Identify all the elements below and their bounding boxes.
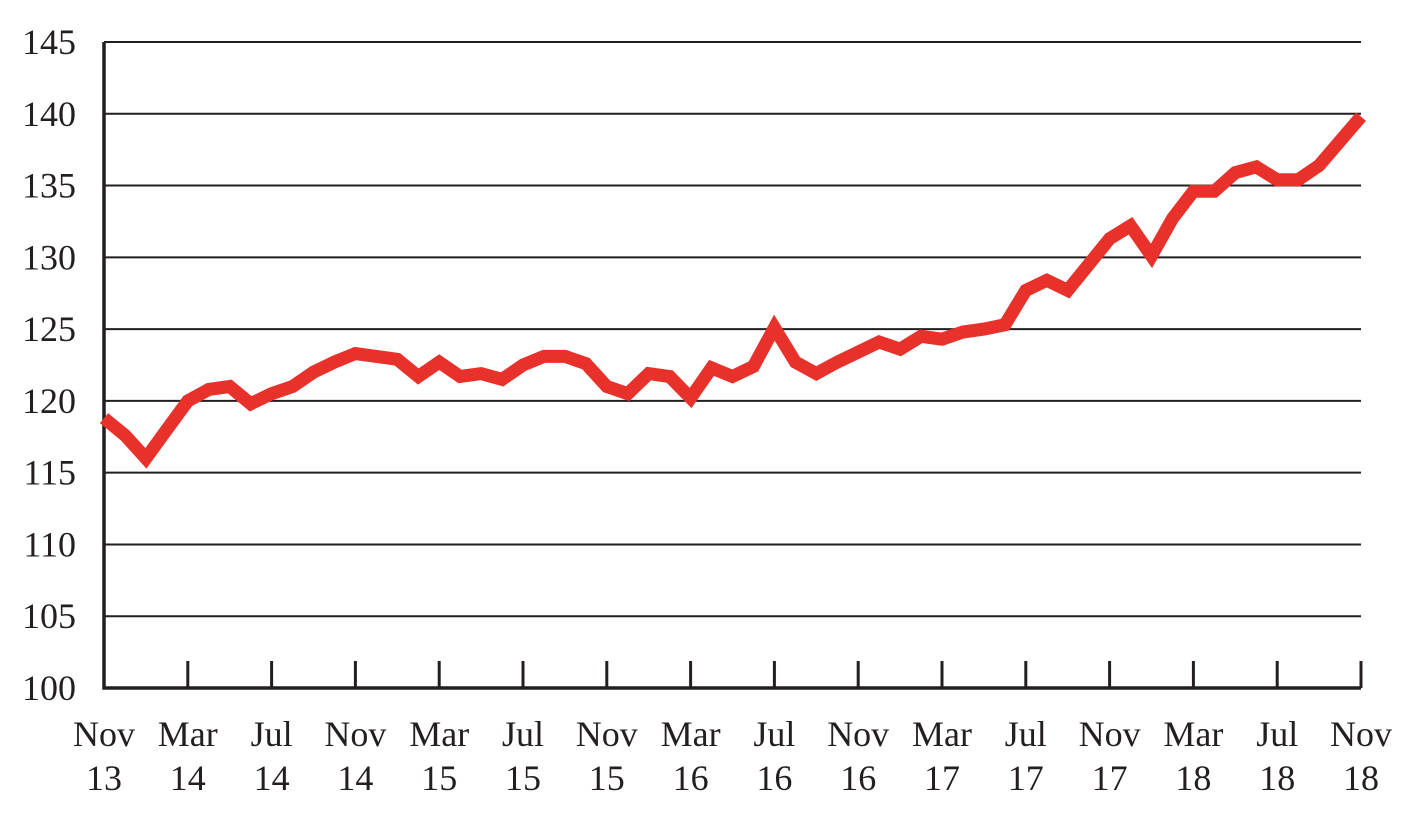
x-axis-tick-labels: Nov13Mar14Jul14Nov14Mar15Jul15Nov15Mar16… bbox=[73, 714, 1392, 798]
x-tick-month: Mar bbox=[158, 714, 218, 754]
x-tick-year: 16 bbox=[673, 758, 709, 798]
y-axis-tick-labels: 100 105 110 115 120 125 130 135 140 145 bbox=[22, 22, 76, 708]
x-tick-year: 15 bbox=[421, 758, 457, 798]
x-tick-month: Mar bbox=[409, 714, 469, 754]
x-tick-year: 18 bbox=[1259, 758, 1295, 798]
x-tick-month: Nov bbox=[576, 714, 638, 754]
y-tick-label-100: 100 bbox=[22, 668, 76, 708]
x-tick-month: Jul bbox=[1005, 714, 1047, 754]
y-tick-label-115: 115 bbox=[23, 453, 76, 493]
x-tick-month: Jul bbox=[251, 714, 293, 754]
x-tick-year: 17 bbox=[1092, 758, 1128, 798]
x-tick-year: 16 bbox=[840, 758, 876, 798]
x-tick-year: 18 bbox=[1343, 758, 1379, 798]
x-tick-month: Mar bbox=[1163, 714, 1223, 754]
x-tick-year: 14 bbox=[170, 758, 206, 798]
grid-lines bbox=[104, 41, 1361, 618]
x-tick-year: 16 bbox=[756, 758, 792, 798]
x-tick-year: 18 bbox=[1175, 758, 1211, 798]
x-tick-month: Nov bbox=[827, 714, 889, 754]
x-tick-month: Jul bbox=[753, 714, 795, 754]
x-tick-month: Nov bbox=[1330, 714, 1392, 754]
x-tick-year: 17 bbox=[924, 758, 960, 798]
x-tick-year: 15 bbox=[505, 758, 541, 798]
x-tick-year: 13 bbox=[86, 758, 122, 798]
x-tick-year: 14 bbox=[337, 758, 373, 798]
y-tick-label-145: 145 bbox=[22, 22, 76, 62]
y-tick-label-140: 140 bbox=[22, 94, 76, 134]
series-line bbox=[99, 112, 1366, 469]
x-tick-month: Jul bbox=[502, 714, 544, 754]
x-axis-tick-marks bbox=[102, 661, 1363, 688]
y-tick-label-120: 120 bbox=[22, 381, 76, 421]
x-tick-month: Mar bbox=[661, 714, 721, 754]
y-tick-label-105: 105 bbox=[22, 596, 76, 636]
x-tick-year: 14 bbox=[254, 758, 290, 798]
x-tick-month: Nov bbox=[1079, 714, 1141, 754]
x-tick-year: 15 bbox=[589, 758, 625, 798]
x-tick-month: Mar bbox=[912, 714, 972, 754]
x-tick-year: 17 bbox=[1008, 758, 1044, 798]
y-tick-label-130: 130 bbox=[22, 237, 76, 277]
x-tick-month: Nov bbox=[73, 714, 135, 754]
x-tick-month: Jul bbox=[1256, 714, 1298, 754]
x-tick-month: Nov bbox=[324, 714, 386, 754]
y-tick-label-135: 135 bbox=[22, 166, 76, 206]
y-tick-label-125: 125 bbox=[22, 309, 76, 349]
y-tick-label-110: 110 bbox=[23, 524, 76, 564]
